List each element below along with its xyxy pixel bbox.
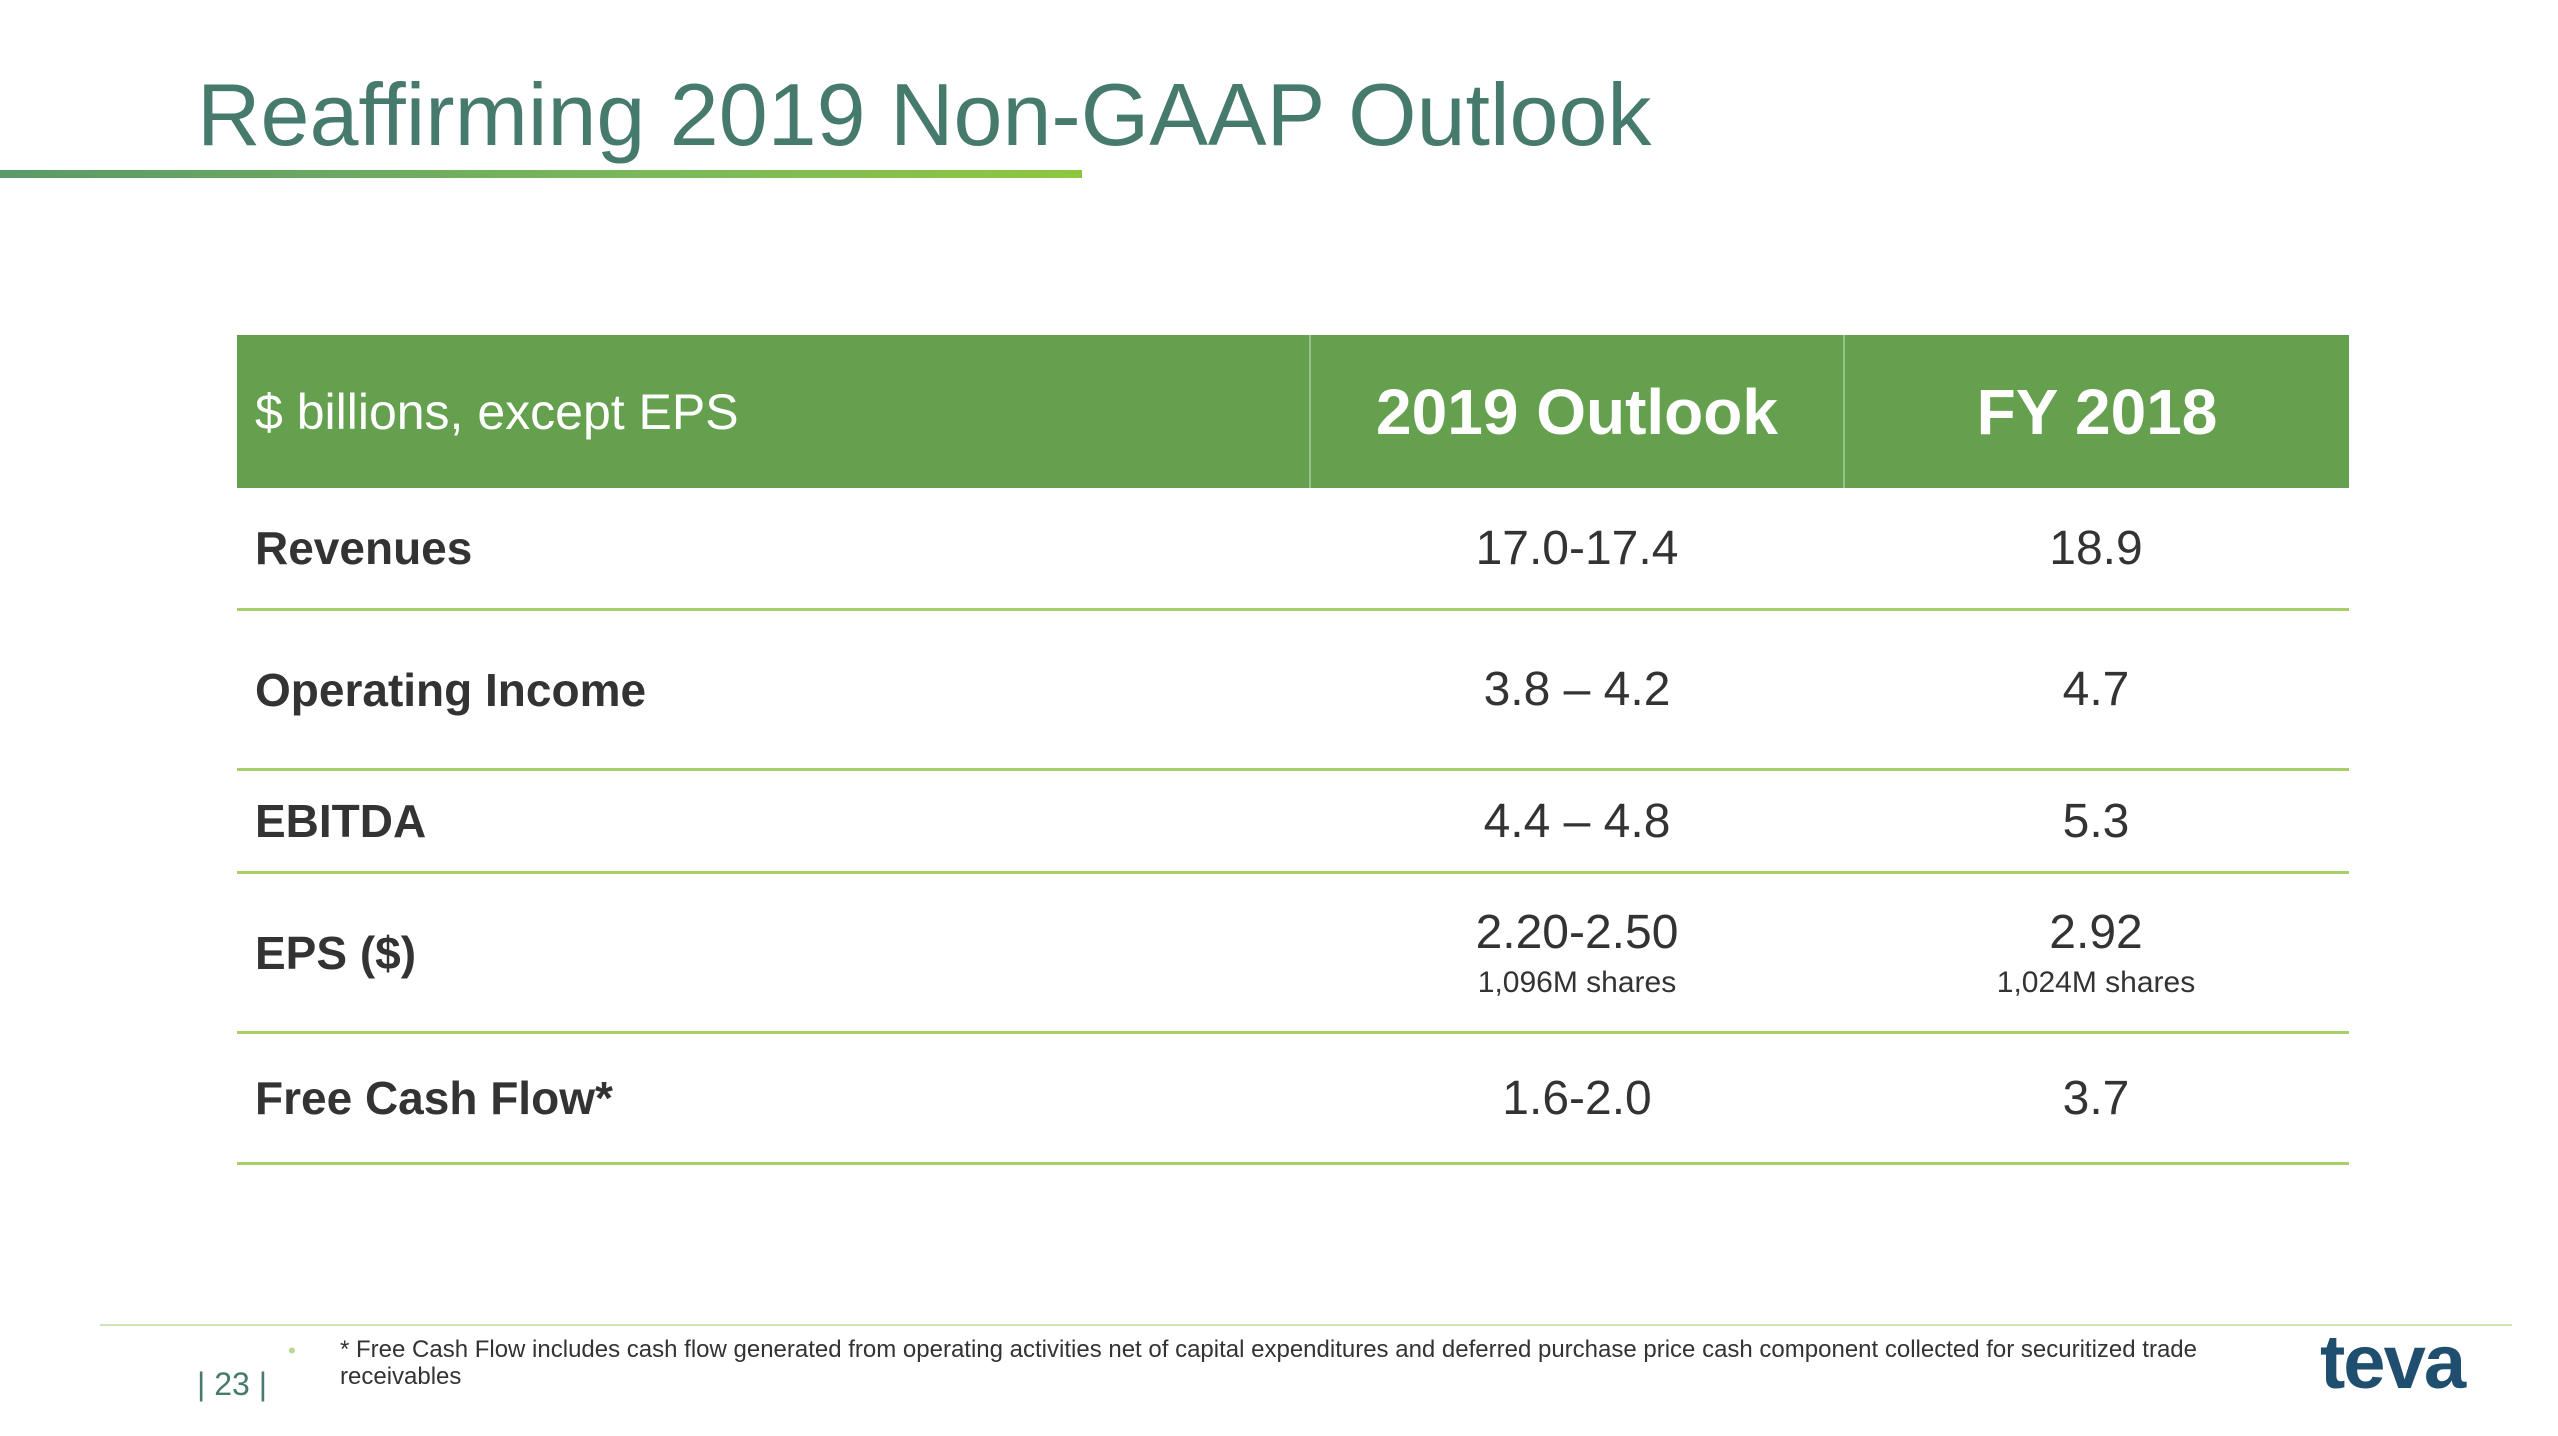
table-row: EBITDA 4.4 – 4.8 5.3: [237, 771, 2349, 874]
row-label: EBITDA: [255, 795, 427, 847]
table-header: $ billions, except EPS 2019 Outlook FY 2…: [237, 335, 2349, 488]
header-2019-outlook: 2019 Outlook: [1311, 335, 1845, 488]
outlook-value-text: 1.6-2.0: [1502, 1071, 1652, 1125]
fy2018-value: 2.92 1,024M shares: [1843, 874, 2349, 1031]
header-units-label: $ billions, except EPS: [237, 335, 1311, 488]
row-label: Operating Income: [255, 663, 647, 716]
fy2018-value-text: 5.3: [2062, 794, 2130, 848]
teva-logo-text: teva: [2320, 1326, 2467, 1405]
row-label: Free Cash Flow*: [255, 1072, 613, 1124]
outlook-value-text: 4.4 – 4.8: [1483, 794, 1671, 848]
fy2018-value-text: 2.92: [2049, 906, 2143, 959]
row-label: Revenues: [255, 522, 473, 574]
teva-logo: teva: [2320, 1326, 2469, 1405]
table-row: Revenues 17.0-17.4 18.9: [237, 488, 2349, 611]
row-label: EPS ($): [255, 926, 417, 979]
outlook-value-text: 2.20-2.50: [1475, 906, 1679, 959]
fy2018-value-text: 3.7: [2062, 1071, 2130, 1125]
outlook-value: 4.4 – 4.8: [1311, 771, 1843, 871]
footnote: * Free Cash Flow includes cash flow gene…: [340, 1336, 2197, 1390]
fy2018-shares-note: 1,024M shares: [1996, 966, 2196, 999]
fy2018-value: 18.9: [1843, 488, 2349, 608]
fy2018-value: 5.3: [1843, 771, 2349, 871]
outlook-shares-note: 1,096M shares: [1477, 966, 1677, 999]
outlook-value: 2.20-2.50 1,096M shares: [1311, 874, 1843, 1031]
table-row: Free Cash Flow* 1.6-2.0 3.7: [237, 1034, 2349, 1165]
outlook-value: 3.8 – 4.2: [1311, 611, 1843, 768]
page-number: | 23 |: [197, 1366, 267, 1402]
outlook-table: $ billions, except EPS 2019 Outlook FY 2…: [237, 335, 2349, 1165]
table-row: Operating Income 3.8 – 4.2 4.7: [237, 611, 2349, 771]
slide-title: Reaffirming 2019 Non-GAAP Outlook: [197, 65, 1652, 164]
outlook-value-text: 17.0-17.4: [1475, 521, 1679, 575]
footer-divider: [100, 1324, 2512, 1326]
outlook-value-text: 3.8 – 4.2: [1483, 663, 1671, 716]
outlook-value: 1.6-2.0: [1311, 1034, 1843, 1162]
table-row: EPS ($) 2.20-2.50 1,096M shares 2.92 1,0…: [237, 874, 2349, 1034]
fy2018-value-text: 4.7: [2062, 663, 2130, 716]
outlook-value: 17.0-17.4: [1311, 488, 1843, 608]
footnote-bullet-icon: •: [288, 1338, 296, 1363]
header-fy-2018: FY 2018: [1976, 375, 2218, 448]
fy2018-value: 4.7: [1843, 611, 2349, 768]
title-underline: [0, 170, 1082, 178]
fy2018-value-text: 18.9: [2049, 521, 2143, 575]
fy2018-value: 3.7: [1843, 1034, 2349, 1162]
